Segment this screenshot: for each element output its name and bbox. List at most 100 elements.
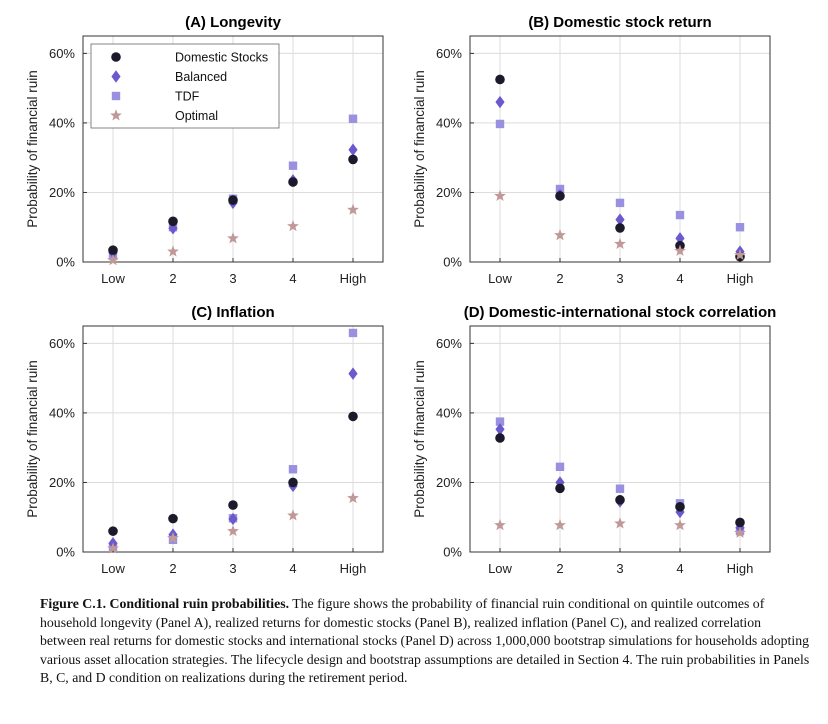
point-domestic-stocks <box>615 223 625 233</box>
y-axis-label: Probability of financial ruin <box>412 70 427 228</box>
point-tdf <box>495 119 505 129</box>
point-optimal <box>614 517 626 529</box>
y-tick-label: 40% <box>436 115 462 130</box>
point-tdf <box>348 328 358 338</box>
x-tick-label: Low <box>101 271 125 286</box>
y-tick-label: 40% <box>49 405 75 420</box>
point-optimal <box>167 245 179 257</box>
point-optimal <box>554 519 566 531</box>
point-domestic-stocks <box>108 245 118 255</box>
point-optimal <box>287 219 299 232</box>
point-domestic-stocks <box>555 483 565 494</box>
y-tick-label: 60% <box>49 46 75 61</box>
x-tick-label: High <box>340 271 367 286</box>
legend-label-optimal: Optimal <box>175 109 218 123</box>
point-tdf <box>615 198 625 208</box>
x-tick-label: 2 <box>169 271 176 286</box>
panel-c: 0% 20% 40% 60% Low 2 3 4 High (C) Inflation Probab… <box>25 304 384 576</box>
x-tick-label: 2 <box>556 561 563 576</box>
legend-marker-optimal <box>110 109 122 121</box>
point-domestic-stocks <box>615 495 625 505</box>
panel-title: (B) Domestic stock return <box>528 14 711 31</box>
point-tdf <box>495 417 505 426</box>
point-domestic-stocks <box>288 477 298 488</box>
x-tick-label: 3 <box>616 561 623 576</box>
y-tick-label: 20% <box>49 185 75 200</box>
y-tick-label: 60% <box>436 46 462 61</box>
caption-body: The figure shows the probability of fina… <box>40 596 810 686</box>
point-balanced <box>495 423 505 436</box>
point-domestic-stocks <box>108 526 118 536</box>
legend-marker-tdf <box>111 91 121 101</box>
legend-label-domestic-stocks: Domestic Stocks <box>175 51 268 65</box>
caption-lead: Figure C.1. Conditional ruin probabiliti… <box>40 596 290 611</box>
point-tdf <box>348 114 358 123</box>
y-tick-label: 60% <box>436 336 462 351</box>
point-optimal <box>227 524 239 537</box>
x-tick-label: 2 <box>556 271 563 286</box>
point-domestic-stocks <box>228 500 238 510</box>
point-optimal <box>167 531 179 544</box>
legend-box <box>90 43 280 129</box>
y-tick-label: 20% <box>436 475 462 490</box>
point-domestic-stocks <box>288 177 298 187</box>
x-tick-label: 4 <box>676 561 683 576</box>
point-tdf <box>288 465 298 474</box>
x-tick-label: High <box>727 561 754 576</box>
panel-title: (C) Inflation <box>191 304 274 321</box>
point-optimal <box>554 229 566 241</box>
point-tdf <box>555 462 565 472</box>
panel-a: 0% 20% 40% 60% Low 2 3 4 High (A) Longevity Probab… <box>25 14 384 286</box>
x-tick-label: Low <box>488 271 512 286</box>
legend-marker-balanced <box>111 70 121 83</box>
y-axis-label: Probability of financial ruin <box>25 70 40 228</box>
point-domestic-stocks <box>348 411 358 422</box>
figure-caption: Figure C.1. Conditional ruin probabiliti… <box>40 595 810 688</box>
point-optimal <box>494 189 506 201</box>
x-tick-label: 3 <box>229 271 236 286</box>
y-tick-label: 20% <box>49 475 75 490</box>
point-domestic-stocks <box>168 216 178 227</box>
point-domestic-stocks <box>168 513 178 524</box>
y-axis-label: Probability of financial ruin <box>25 360 40 518</box>
point-balanced <box>348 367 358 380</box>
x-tick-label: 3 <box>229 561 236 576</box>
panel-d: 0% 20% 40% 60% Low 2 3 4 High (D) Domestic-intern… <box>412 304 776 576</box>
panel-title: (D) Domestic-international stock correla… <box>464 304 777 321</box>
point-optimal <box>287 509 299 521</box>
y-axis-label: Probability of financial ruin <box>412 360 427 518</box>
point-balanced <box>348 143 358 156</box>
x-tick-label: 4 <box>289 561 296 576</box>
x-tick-label: Low <box>101 561 125 576</box>
point-optimal <box>494 519 506 531</box>
point-tdf <box>675 210 685 220</box>
x-tick-label: 4 <box>676 271 683 286</box>
legend-marker-domestic-stocks <box>111 52 121 62</box>
point-optimal <box>614 237 626 249</box>
y-tick-label: 0% <box>56 255 75 270</box>
point-optimal <box>227 232 239 244</box>
point-balanced <box>228 512 238 526</box>
point-optimal <box>674 519 686 531</box>
point-optimal <box>347 203 359 215</box>
x-tick-label: 4 <box>289 271 296 286</box>
figure: 0%20%40%60%Low 2 3 4 High(A) LongevityProbab… <box>25 14 776 576</box>
x-tick-label: 3 <box>616 271 623 286</box>
panel-title: (A) Longevity <box>185 14 281 31</box>
y-tick-label: 0% <box>443 255 462 270</box>
x-tick-label: High <box>340 561 367 576</box>
legend-label-tdf: TDF <box>175 90 200 104</box>
point-optimal <box>107 254 119 266</box>
legend-label-balanced: Balanced <box>175 70 227 84</box>
point-optimal <box>347 491 359 504</box>
y-tick-label: 0% <box>443 545 462 560</box>
point-domestic-stocks <box>555 191 565 201</box>
y-tick-label: 40% <box>436 405 462 420</box>
point-domestic-stocks <box>228 195 238 205</box>
y-tick-label: 0% <box>56 545 75 560</box>
point-tdf <box>615 484 625 493</box>
point-optimal <box>734 526 746 538</box>
panel-b: 0% 20% 40% 60% Low 2 3 4 High (B) Domestic stock … <box>412 14 771 286</box>
y-tick-label: 60% <box>49 336 75 351</box>
point-balanced <box>615 213 625 226</box>
